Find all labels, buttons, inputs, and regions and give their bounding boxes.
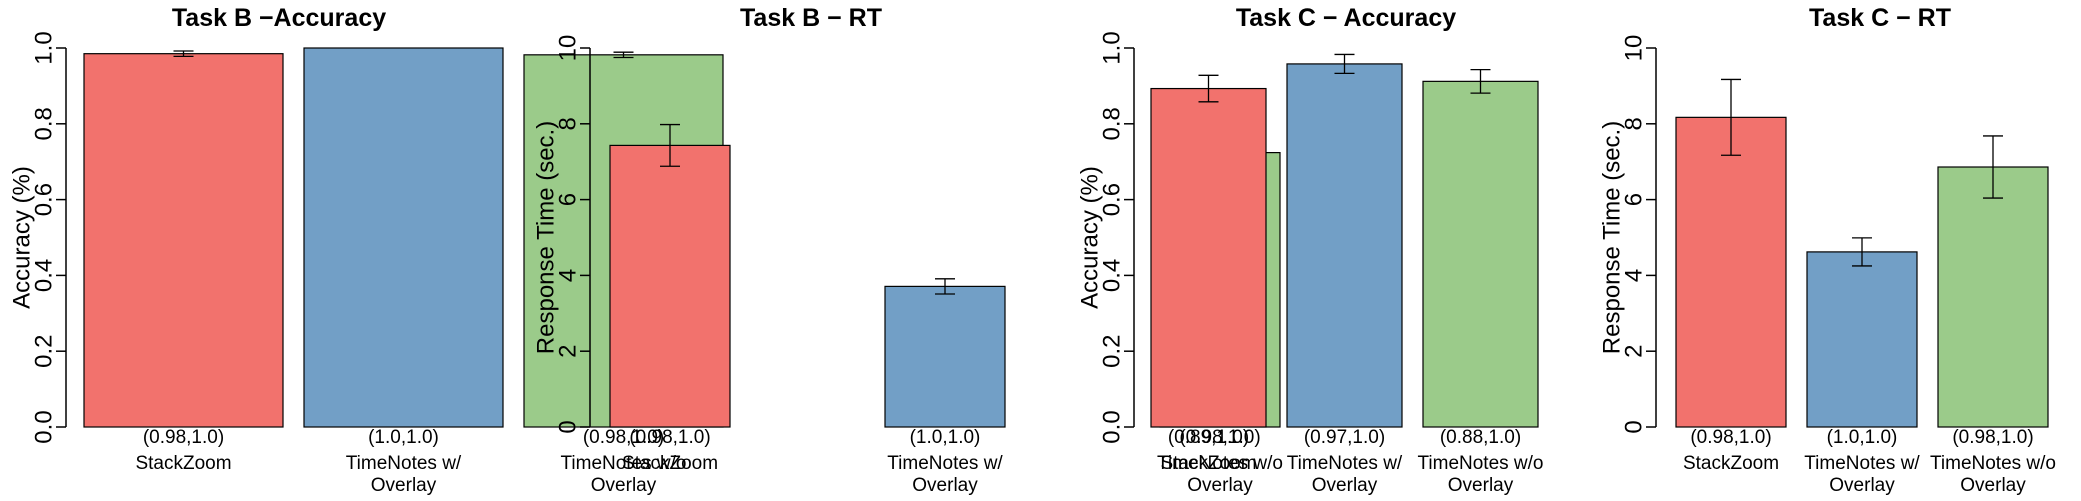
p1-bar (303, 47, 504, 428)
p3-category-label: Overlay (1448, 475, 1514, 496)
p4-y-tick-label: 10 (1621, 35, 1648, 62)
p3-interval-label: (0.88,1.0) (1440, 427, 1521, 448)
p1-y-tick-label: 0.2 (31, 335, 58, 368)
p2-y-tick-label: 6 (555, 193, 582, 206)
p3-y-axis-label: Accuracy (%) (1077, 166, 1104, 309)
p4-interval-label: (0.98,1.0) (1690, 427, 1771, 448)
p1-category-label: StackZoom (135, 453, 231, 474)
p2-y-axis-label: Response Time (sec.) (533, 121, 560, 354)
p4-y-tick-label: 6 (1621, 193, 1648, 206)
p1-category-label: Overlay (591, 475, 657, 496)
p1-interval-label: (1.0,1.0) (368, 427, 439, 448)
p4-y-tick-label: 8 (1621, 117, 1648, 130)
p1-y-tick-label: 0.4 (31, 259, 58, 292)
p2-y-tick-label: 0 (555, 420, 582, 433)
p4-y-tick-label: 2 (1621, 345, 1648, 358)
p4-bar (1937, 166, 2049, 428)
p1-interval-label: (0.98,1.0) (583, 427, 664, 448)
p3-y-tick-label: 0.2 (1099, 335, 1126, 368)
p2-y-tick-label: 4 (555, 269, 582, 282)
p3-title: Task C − Accuracy (1236, 4, 1456, 32)
p3-category-label: TimeNotes w/ (1287, 453, 1403, 474)
p3-y-tick-label: 0.6 (1099, 183, 1126, 216)
p4-interval-label: (0.98,1.0) (1952, 427, 2033, 448)
p1-y-tick-label: 0.0 (31, 410, 58, 443)
p4-y-axis-label: Response Time (sec.) (1599, 121, 1626, 354)
p4-bar (1675, 116, 1787, 428)
p1-category-label: TimeNotes w/o (561, 453, 687, 474)
p1-bar (83, 53, 284, 428)
p2-y-tick-label: 2 (555, 345, 582, 358)
p2-category-label: TimeNotes w/ (887, 453, 1003, 474)
p4-bar (1806, 251, 1918, 428)
p1-title: Task B −Accuracy (172, 4, 386, 32)
p3-y-tick-label: 0.8 (1099, 107, 1126, 140)
p2-bar (609, 144, 731, 428)
p3-bar (1286, 63, 1403, 428)
p4-y-tick-label: 0 (1621, 420, 1648, 433)
p3-y-tick-label: 0.0 (1099, 410, 1126, 443)
p3-interval-label: (0.89,1.0) (1168, 427, 1249, 448)
p2-category-label: StackZoom (622, 453, 718, 474)
p3-y-tick-label: 0.4 (1099, 259, 1126, 292)
p1-y-axis-label: Accuracy (%) (9, 166, 36, 309)
p4-category-label: StackZoom (1683, 453, 1779, 474)
p4-category-label: Overlay (1829, 475, 1895, 496)
p1-category-label: Overlay (371, 475, 437, 496)
p2-category-label: Overlay (1187, 475, 1253, 496)
p1-category-label: TimeNotes w/ (346, 453, 462, 474)
p4-interval-label: (1.0,1.0) (1827, 427, 1898, 448)
p3-category-label: TimeNotes w/o (1418, 453, 1544, 474)
p2-interval-label: (0.98,1.0) (1179, 427, 1260, 448)
p1-y-tick-label: 0.6 (31, 183, 58, 216)
p2-y-tick-label: 10 (555, 35, 582, 62)
p2-category-label: TimeNotes w/o (1157, 453, 1283, 474)
p2-y-tick-label: 8 (555, 117, 582, 130)
p1-interval-label: (0.98,1.0) (143, 427, 224, 448)
p4-category-label: TimeNotes w/o (1930, 453, 2056, 474)
p2-interval-label: (0.98,1.0) (629, 427, 710, 448)
p2-bar (884, 285, 1006, 428)
p2-title: Task B − RT (740, 4, 882, 32)
p4-category-label: Overlay (1960, 475, 2026, 496)
p4-title: Task C − RT (1809, 4, 1951, 32)
p3-category-label: Overlay (1312, 475, 1378, 496)
p1-y-tick-label: 0.8 (31, 107, 58, 140)
p3-bar (1422, 80, 1539, 428)
p2-category-label: Overlay (912, 475, 978, 496)
p2-interval-label: (1.0,1.0) (910, 427, 981, 448)
p3-bar (1150, 87, 1267, 428)
p3-interval-label: (0.97,1.0) (1304, 427, 1385, 448)
p3-y-tick-label: 1.0 (1099, 31, 1126, 64)
p4-category-label: TimeNotes w/ (1804, 453, 1920, 474)
p1-y-tick-label: 1.0 (31, 31, 58, 64)
p4-y-tick-label: 4 (1621, 269, 1648, 282)
p3-category-label: StackZoom (1160, 453, 1256, 474)
